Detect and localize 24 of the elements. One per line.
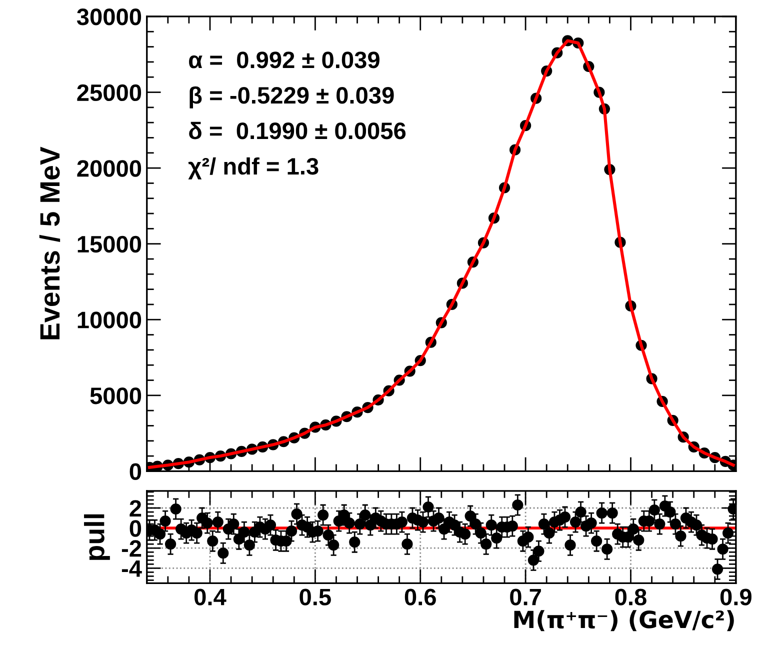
y-tick-label: 30000 (76, 8, 142, 26)
y-tick-label: -2 (122, 540, 142, 557)
y-tick-label: 5000 (90, 387, 142, 404)
y-tick-label: 25000 (77, 84, 142, 102)
y-tick-label: 20000 (77, 160, 142, 177)
y-tick-label: 0 (130, 520, 142, 537)
x-tick-label: 0.9 (720, 588, 752, 606)
x-tick-label: 0.7 (510, 588, 541, 606)
y-axis-title: pull (84, 514, 110, 560)
x-tick-label: 0.4 (194, 588, 226, 606)
x-tick-label: 0.6 (404, 588, 436, 606)
x-tick-label: 0.5 (300, 588, 331, 606)
y-tick-label: -4 (122, 560, 142, 577)
y-tick-label: 15000 (78, 236, 142, 253)
x-axis-title: M(π⁺π⁻) (GeV/c²) (514, 610, 734, 632)
annotation: χ²/ ndf = 1.3 (188, 157, 318, 180)
annotation: β = -0.5229 ± 0.039 (190, 86, 394, 108)
x-tick-label: 0.8 (615, 588, 646, 606)
y-axis-title: Events / 5 MeV (39, 146, 60, 340)
annotation: δ = 0.1990 ± 0.0056 (189, 122, 406, 140)
y-tick-label: 0 (130, 463, 142, 480)
y-tick-label: 10000 (78, 312, 142, 328)
annotation: α = 0.992 ± 0.039 (189, 52, 380, 68)
y-tick-label: 2 (130, 500, 142, 517)
